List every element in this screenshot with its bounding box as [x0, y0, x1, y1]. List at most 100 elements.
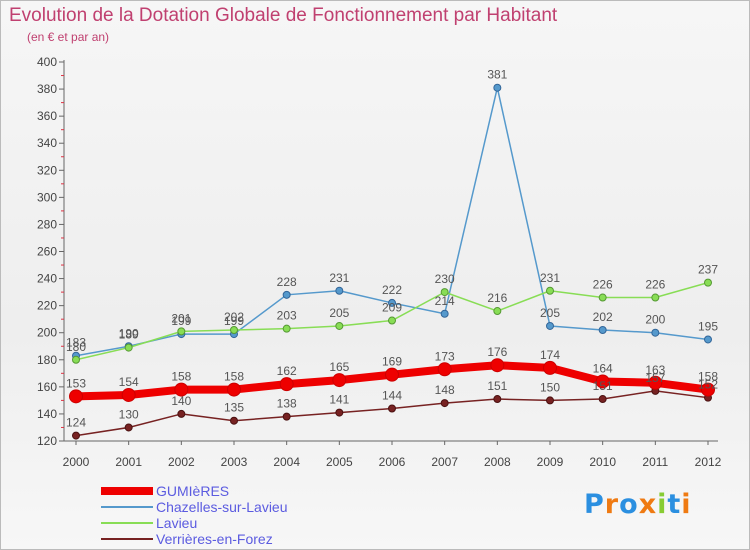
- data-label: 190: [119, 326, 139, 340]
- logo-letter: o: [619, 489, 639, 520]
- data-point: [72, 355, 80, 364]
- x-tick-label: 2007: [431, 455, 458, 469]
- data-label: 222: [382, 283, 402, 297]
- data-label: 162: [277, 364, 297, 378]
- data-point: [335, 286, 344, 295]
- y-tick-label: 120: [37, 434, 57, 448]
- y-tick-label: 320: [37, 163, 57, 177]
- data-label: 226: [645, 278, 665, 292]
- data-label: 153: [66, 376, 86, 390]
- x-tick-label: 2009: [537, 455, 564, 469]
- data-label: 174: [540, 348, 560, 362]
- x-tick-label: 2011: [642, 455, 668, 469]
- data-point: [388, 298, 396, 307]
- data-label: 189: [119, 328, 139, 342]
- data-label: 124: [66, 416, 86, 430]
- data-point: [598, 395, 607, 404]
- data-point: [490, 358, 505, 373]
- x-tick-label: 2002: [168, 455, 195, 469]
- data-label: 180: [66, 340, 86, 354]
- data-point: [493, 83, 502, 92]
- y-tick-label: 400: [37, 55, 57, 69]
- legend-swatch: [101, 487, 153, 495]
- data-label: 169: [382, 355, 402, 369]
- data-label: 144: [382, 389, 402, 403]
- data-point: [598, 293, 607, 302]
- legend-label: GUMIèRES: [156, 483, 230, 499]
- logo-letter: P: [584, 489, 605, 520]
- data-label: 140: [171, 394, 191, 408]
- x-tick-label: 2003: [221, 455, 248, 469]
- data-point: [335, 321, 344, 330]
- data-label: 138: [277, 397, 297, 411]
- data-label: 230: [435, 272, 455, 286]
- data-label: 216: [487, 291, 507, 305]
- data-label: 201: [171, 311, 191, 325]
- data-label: 203: [277, 309, 297, 323]
- x-tick-label: 2006: [379, 455, 406, 469]
- data-point: [385, 367, 399, 382]
- data-label: 150: [540, 380, 560, 394]
- data-point: [335, 408, 344, 417]
- data-label: 183: [66, 336, 86, 350]
- data-point: [493, 307, 502, 316]
- data-label: 164: [593, 361, 613, 375]
- data-point: [230, 326, 238, 335]
- data-point: [72, 431, 80, 440]
- data-label: 214: [435, 294, 455, 308]
- x-tick-label: 2010: [589, 455, 616, 469]
- data-label: 226: [593, 278, 613, 292]
- legend-label: Chazelles-sur-Lavieu: [156, 499, 288, 515]
- logo-letter: i: [681, 489, 692, 520]
- data-label: 228: [277, 275, 297, 289]
- data-label: 205: [329, 306, 349, 320]
- y-tick-label: 360: [37, 109, 57, 123]
- data-label: 202: [593, 310, 613, 324]
- logo-letter: t: [667, 489, 682, 520]
- data-point: [543, 360, 557, 375]
- data-point: [546, 396, 554, 405]
- data-label: 381: [487, 68, 507, 82]
- legend-swatch: [101, 506, 153, 508]
- y-tick-label: 200: [37, 326, 57, 340]
- y-tick-label: 300: [37, 190, 57, 204]
- data-point: [177, 327, 186, 336]
- data-point: [388, 316, 396, 325]
- y-tick-label: 260: [37, 245, 57, 259]
- data-label: 154: [119, 375, 139, 389]
- data-label: 151: [487, 379, 507, 393]
- chart-subtitle: (en € et par an): [27, 30, 110, 44]
- legend-swatch: [101, 522, 153, 524]
- data-label: 158: [224, 370, 244, 384]
- data-point: [332, 373, 347, 388]
- data-point: [437, 362, 452, 377]
- data-point: [282, 412, 291, 421]
- data-point: [124, 343, 133, 352]
- data-label: 199: [224, 314, 244, 328]
- data-label: 158: [171, 370, 191, 384]
- data-point: [440, 288, 449, 297]
- data-point: [595, 374, 610, 389]
- data-label: 157: [645, 371, 665, 385]
- data-label: 163: [645, 363, 665, 377]
- data-point: [282, 290, 291, 299]
- data-point: [701, 382, 715, 397]
- data-label: 202: [224, 310, 244, 324]
- x-tick-label: 2012: [695, 455, 722, 469]
- x-tick-label: 2001: [115, 455, 142, 469]
- data-point: [279, 377, 294, 392]
- data-point: [388, 404, 396, 413]
- data-label: 176: [487, 345, 507, 359]
- data-label: 158: [698, 370, 718, 384]
- y-tick-label: 140: [37, 407, 57, 421]
- data-point: [440, 399, 449, 408]
- y-tick-label: 160: [37, 380, 57, 394]
- data-label: 231: [329, 271, 349, 285]
- legend-label: Lavieu: [156, 515, 198, 531]
- data-label: 205: [540, 306, 560, 320]
- data-point: [174, 382, 189, 397]
- data-label: 152: [698, 378, 718, 392]
- data-point: [282, 324, 291, 333]
